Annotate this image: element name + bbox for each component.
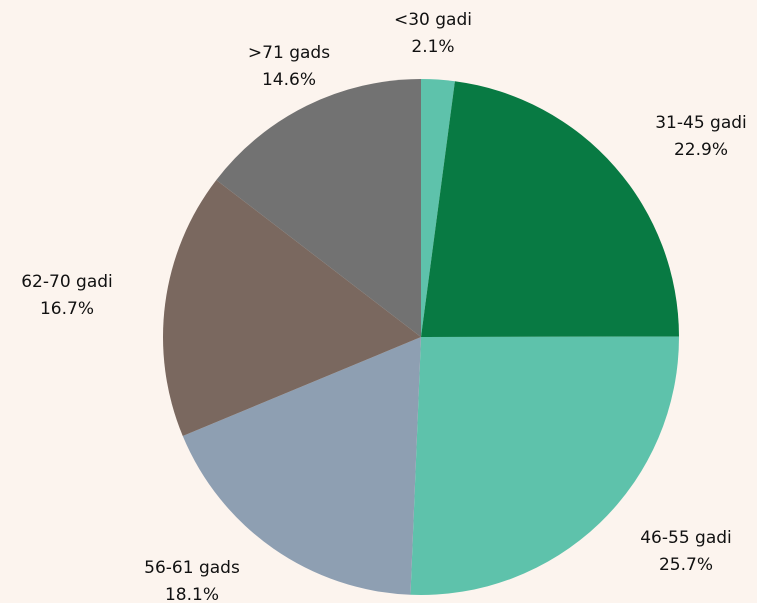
pie-slice-5 xyxy=(163,179,421,437)
slice-category-label: <30 gadi xyxy=(394,10,472,30)
slice-category-label: 46-55 gadi xyxy=(640,528,732,548)
slice-label-5: 62-70 gadi 16.7% xyxy=(21,272,113,319)
slice-label-2: 31-45 gadi 22.9% xyxy=(655,113,747,160)
slice-category-label: >71 gads xyxy=(248,43,330,63)
slice-label-3: 46-55 gadi 25.7% xyxy=(640,528,732,575)
slice-label-6: >71 gads 14.6% xyxy=(248,43,330,90)
pie-slice-6 xyxy=(216,79,421,337)
slice-value-label: 25.7% xyxy=(659,555,713,575)
slice-category-label: 31-45 gadi xyxy=(655,113,747,133)
pie-slice-1 xyxy=(421,79,455,337)
slice-value-label: 14.6% xyxy=(262,70,316,90)
slice-value-label: 2.1% xyxy=(411,37,454,57)
pie-labels: <30 gadi 2.1% 31-45 gadi 22.9% 46-55 gadi 25.… xyxy=(21,10,747,603)
slice-label-4: 56-61 gads 18.1% xyxy=(144,558,240,603)
pie-slice-3 xyxy=(410,336,679,595)
slice-category-label: 62-70 gadi xyxy=(21,272,113,292)
slice-label-1: <30 gadi 2.1% xyxy=(394,10,472,57)
slice-value-label: 16.7% xyxy=(40,299,94,319)
pie-slice-2 xyxy=(421,81,679,337)
slice-value-label: 18.1% xyxy=(165,585,219,603)
slice-value-label: 22.9% xyxy=(674,140,728,160)
pie-slices xyxy=(163,79,679,595)
slice-category-label: 56-61 gads xyxy=(144,558,240,578)
pie-slice-4 xyxy=(182,337,421,595)
